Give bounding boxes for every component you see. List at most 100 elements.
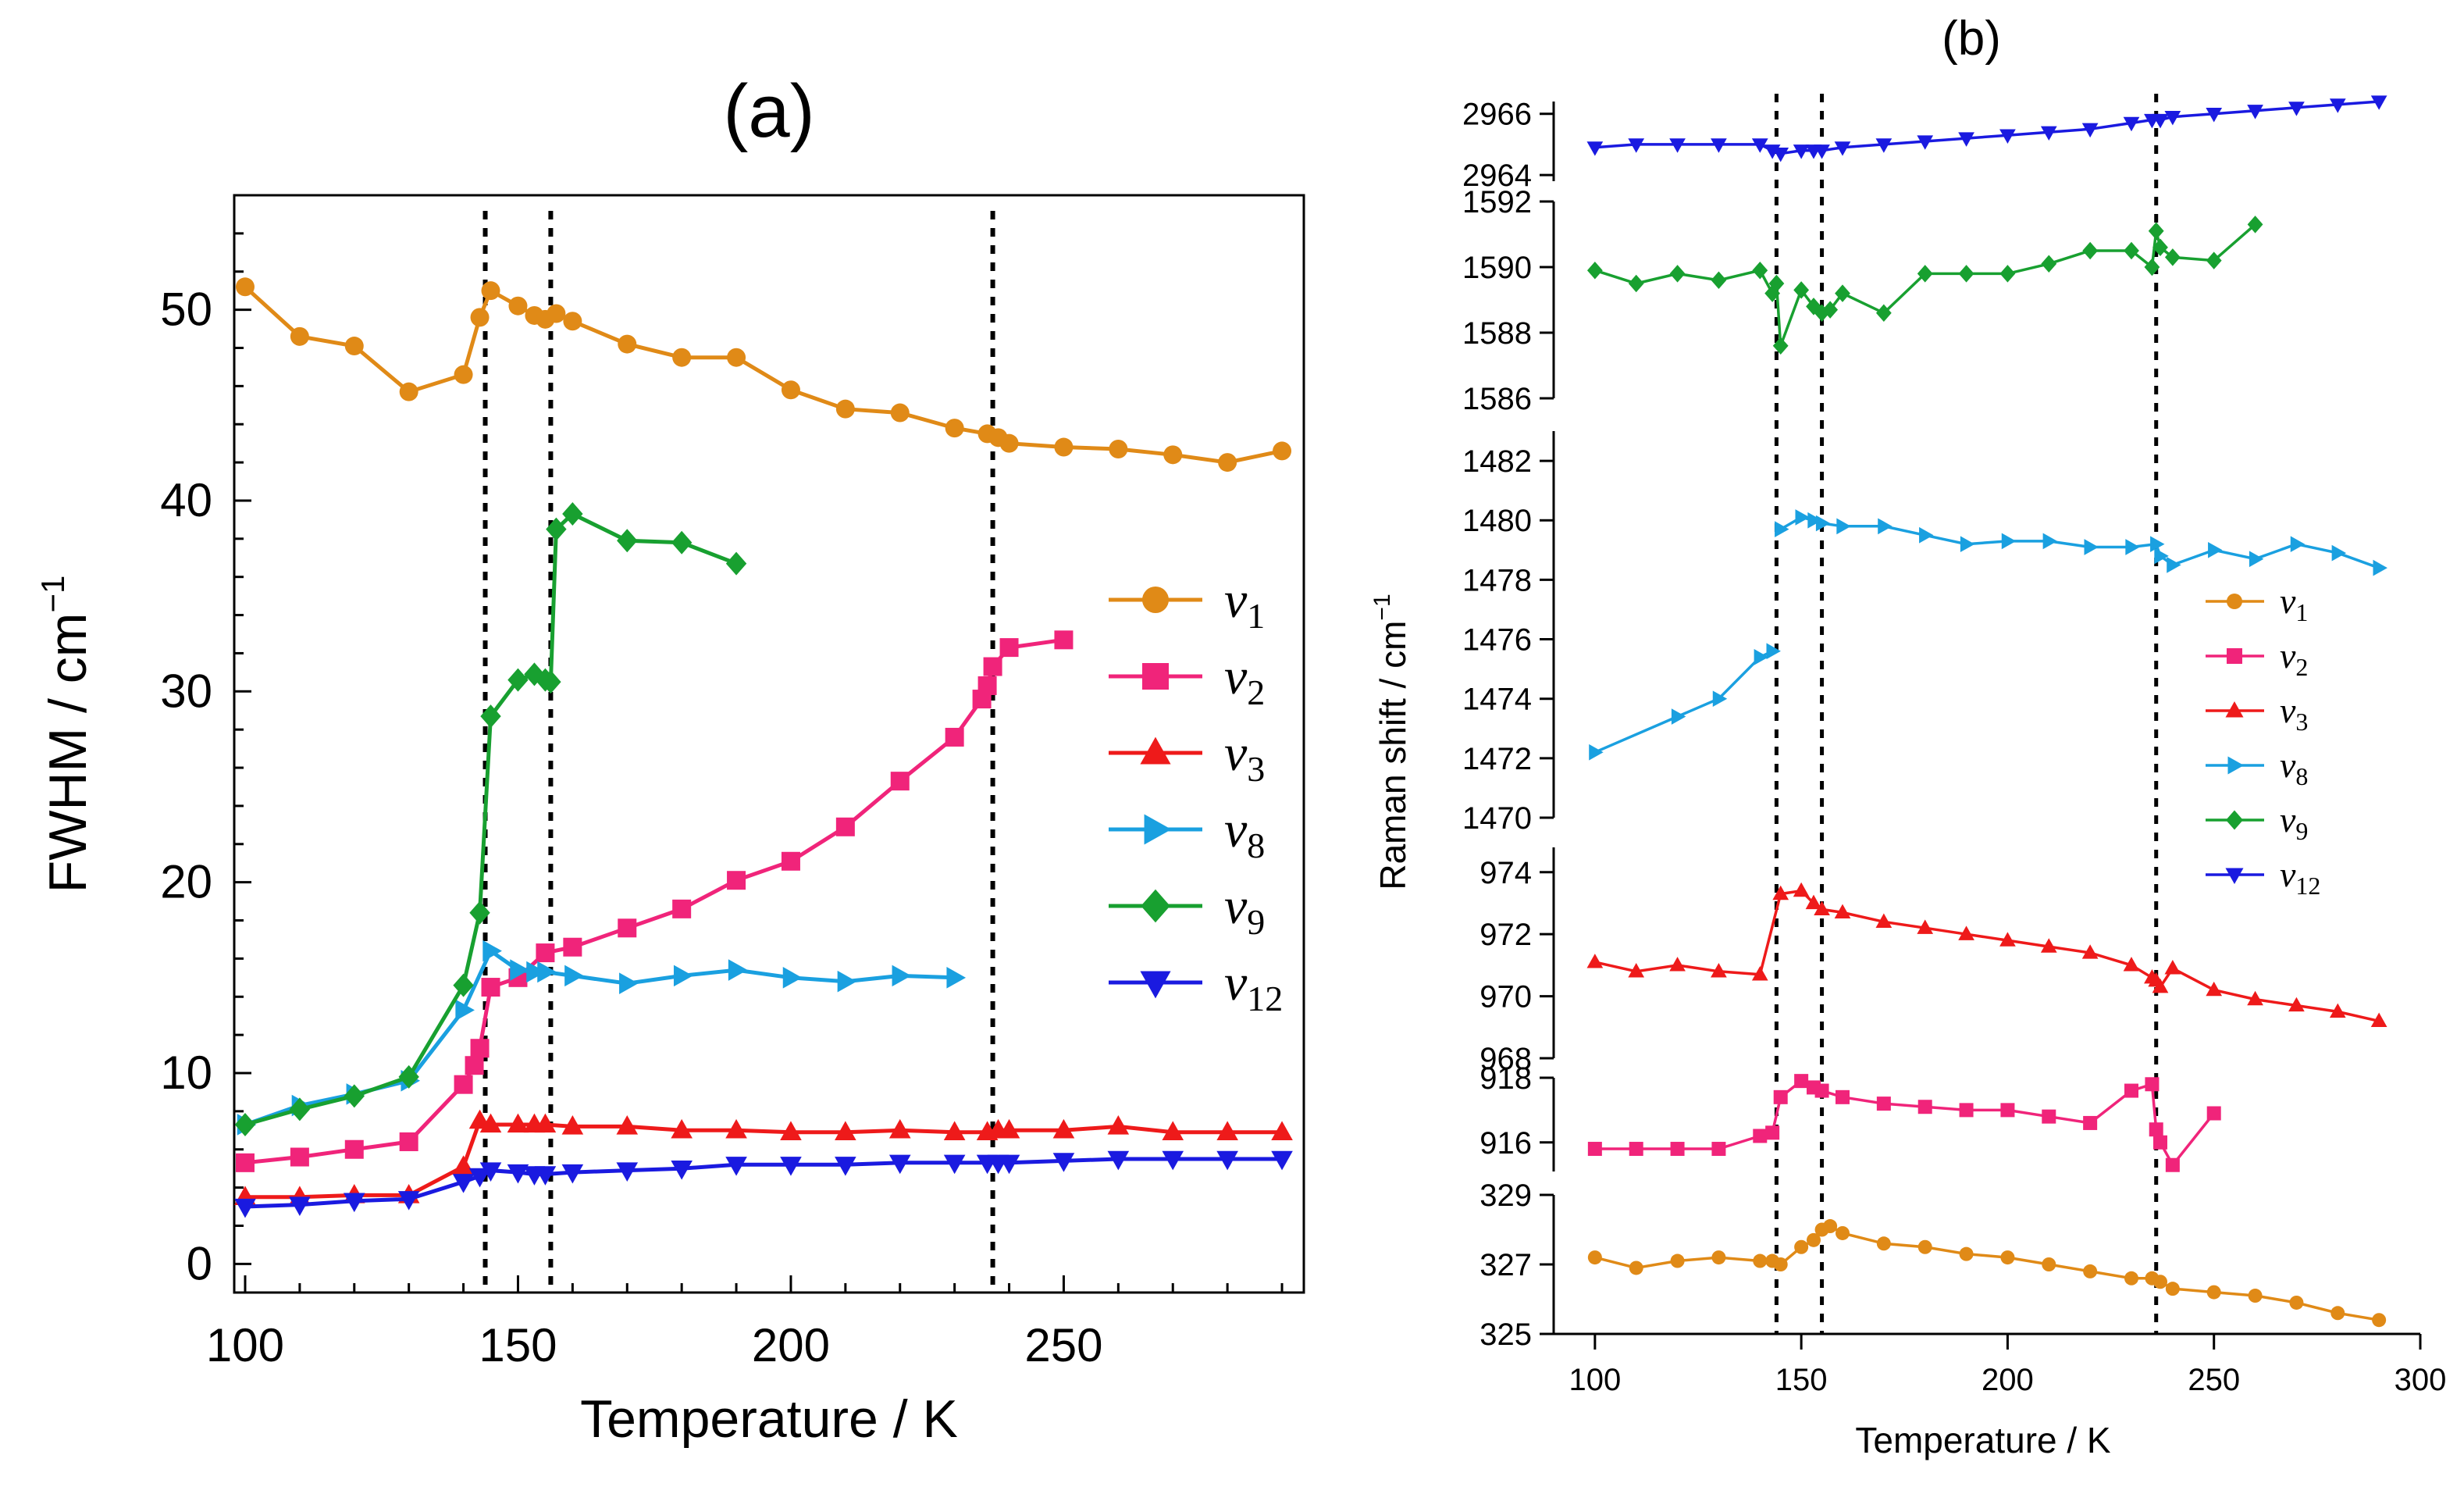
panel-b-series-v8 — [1589, 509, 2387, 761]
panel-b-label: (b) — [1942, 12, 2001, 66]
panel-b-point-v3 — [2370, 1012, 2387, 1028]
panel-b-point-v2 — [2165, 1157, 2180, 1172]
panel-b-point-v8 — [2042, 533, 2058, 550]
panel-b-point-v2 — [1773, 1089, 1788, 1104]
panel-a-point-v9 — [453, 973, 474, 997]
panel-b-point-v9 — [2144, 258, 2160, 276]
panel-b-point-v2 — [2145, 1077, 2160, 1092]
panel-b: (b) 2964 2966 1586 1588 1590 1592 1470 1472 1474… — [1369, 12, 2446, 1460]
panel-a-point-v12 — [616, 1162, 639, 1182]
panel-b-point-v12 — [2370, 95, 2387, 110]
panel-b-legend-subscript: 8 — [2295, 762, 2308, 790]
panel-b-point-v2 — [1765, 1125, 1780, 1140]
panel-b-point-v12 — [2206, 108, 2223, 123]
panel-a-x-axis-label: Temperature / K — [580, 1389, 958, 1449]
panel-a-point-v1 — [344, 337, 364, 356]
panel-a-point-v1 — [481, 281, 500, 301]
panel-b-legend-symbol: v — [2280, 581, 2296, 621]
panel-b-point-v2 — [2042, 1109, 2056, 1124]
panel-a-point-v8 — [537, 961, 557, 983]
panel-a-label: (a) — [723, 70, 814, 153]
panel-b-point-v8 — [1775, 521, 1789, 538]
panel-b-point-v8 — [1671, 708, 1686, 725]
panel-b-point-v8 — [2154, 547, 2169, 565]
panel-a-point-v3 — [1271, 1121, 1293, 1140]
panel-a-series-v2 — [235, 630, 1074, 1172]
panel-b-y-tick-label: 1470 — [1462, 801, 1532, 836]
panel-b-y-tick-label: 974 — [1479, 856, 1532, 890]
panel-b-point-v3 — [1958, 925, 1974, 940]
panel-b-point-v8 — [1766, 643, 1781, 660]
panel-b-y-tick-label: 972 — [1479, 918, 1532, 952]
panel-a-point-v3 — [725, 1118, 747, 1139]
panel-b-y-tick-label: 1476 — [1462, 623, 1532, 658]
panel-b-legend-marker-v2 — [2227, 648, 2242, 664]
panel-a-point-v1 — [1054, 437, 1074, 457]
panel-b-legend-marker-v8 — [2227, 756, 2244, 775]
panel-a-point-v12 — [397, 1191, 420, 1211]
panel-b-point-v12 — [1586, 141, 1604, 156]
panel-b-point-v12 — [1814, 144, 1830, 159]
panel-a-point-v2 — [977, 676, 997, 695]
panel-a-point-v3 — [1216, 1121, 1238, 1140]
panel-a-point-v1 — [618, 334, 637, 354]
panel-b-x-tick-label: 100 — [1568, 1363, 1621, 1397]
panel-a-point-v12 — [1271, 1150, 1293, 1171]
panel-a-point-v1 — [1109, 439, 1128, 458]
panel-b-point-v3 — [2164, 960, 2181, 975]
panel-a-y-tick-label: 10 — [160, 1047, 212, 1099]
panel-b-y-tick-label: 1482 — [1462, 444, 1532, 479]
panel-a-series-v9 — [234, 502, 747, 1136]
panel-b-legend-label-v2: v2 — [2280, 636, 2308, 681]
panel-a-point-v2 — [727, 871, 746, 890]
panel-a-series-v8 — [237, 940, 967, 1136]
panel-b-y-tick-label: 1588 — [1462, 316, 1532, 351]
panel-a-y-tick-label: 40 — [160, 474, 212, 526]
panel-b-point-v9 — [2152, 238, 2168, 257]
panel-b-point-v9 — [1752, 261, 1768, 280]
panel-a-point-v1 — [835, 399, 855, 419]
panel-b-point-v1 — [1917, 1239, 1932, 1254]
panel-a-point-v2 — [454, 1075, 473, 1094]
panel-b-legend-subscript: 12 — [2295, 872, 2320, 900]
panel-b-line-v2 — [1594, 1079, 2216, 1168]
panel-b-point-v8 — [2373, 559, 2387, 576]
panel-a-point-v1 — [999, 433, 1019, 453]
panel-b-point-v8 — [2208, 541, 2223, 558]
panel-a-plot-frame — [233, 194, 1305, 1294]
panel-b-point-v9 — [2041, 255, 2057, 273]
panel-b-point-v8 — [2084, 539, 2099, 555]
panel-b-point-v8 — [2167, 556, 2181, 573]
panel-b-point-v1 — [1823, 1219, 1838, 1234]
panel-a-point-v2 — [672, 899, 692, 918]
panel-a-point-v9 — [562, 502, 583, 526]
panel-b-legend-subscript: 1 — [2295, 598, 2308, 626]
panel-a-point-v3 — [1162, 1121, 1184, 1140]
panel-b-point-v2 — [1629, 1142, 1643, 1157]
panel-a-point-v2 — [781, 851, 800, 871]
panel-a-point-v1 — [470, 308, 490, 327]
panel-a-point-v1 — [1218, 453, 1237, 472]
panel-b-point-v9 — [1586, 261, 1603, 280]
panel-a-point-v3 — [943, 1121, 966, 1140]
panel-b-point-v8 — [1878, 518, 1893, 535]
panel-b-point-v8 — [1754, 649, 1769, 665]
panel-b-series-v3 — [1586, 882, 2387, 1028]
panel-a-line-v2 — [244, 637, 1064, 1165]
panel-a-point-v2 — [290, 1147, 309, 1167]
panel-a-point-v2 — [945, 727, 964, 747]
panel-b-point-v2 — [2149, 1122, 2163, 1137]
panel-b-series-v9 — [1586, 216, 2263, 355]
panel-a-x-tick-label: 200 — [752, 1319, 830, 1371]
panel-b-y-tick-label: 968 — [1479, 1042, 1532, 1076]
panel-b-line-v8 — [1594, 650, 1773, 754]
panel-a-point-v12 — [1052, 1153, 1075, 1172]
panel-b-point-v9 — [1958, 265, 1974, 283]
panel-b-point-v9 — [1793, 281, 1810, 299]
panel-a-point-v8 — [837, 970, 857, 993]
panel-b-legend-subscript: 9 — [2295, 817, 2308, 845]
panel-a-point-v1 — [235, 277, 255, 297]
panel-b-point-v12 — [2247, 105, 2263, 119]
